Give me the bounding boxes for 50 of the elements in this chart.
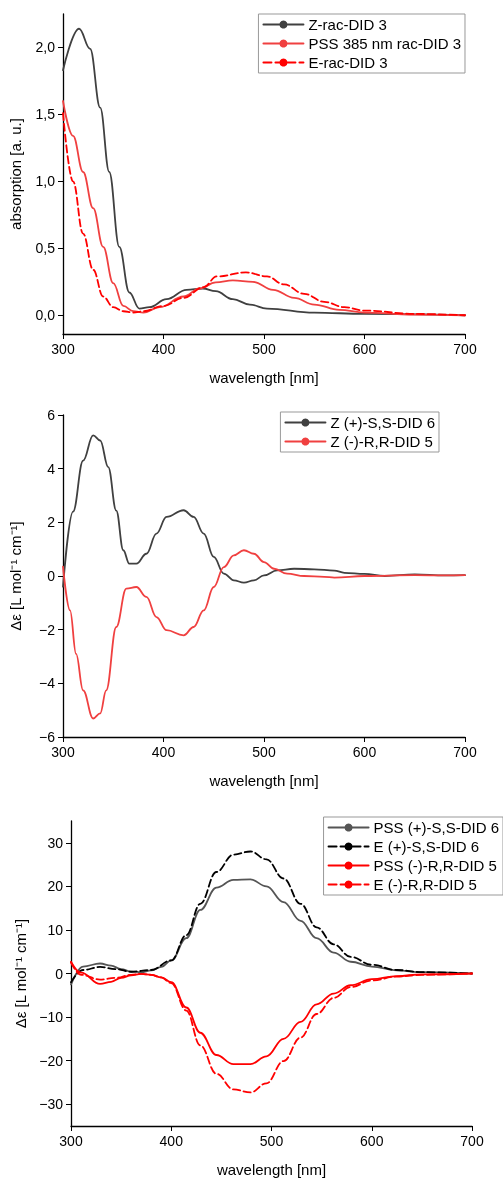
y-tick-label: −4 (39, 675, 56, 692)
y-tick-label: 30 (47, 834, 64, 851)
x-tick-label: 300 (59, 1133, 83, 1149)
y-tick-label: 1,5 (35, 106, 56, 123)
y-tick-label: −6 (39, 729, 56, 745)
x-tick-label: 300 (51, 341, 75, 357)
x-tick-label: 400 (159, 1133, 184, 1149)
legend-label: E (-)-R,R-DID 5 (373, 876, 477, 893)
legend-label: Z (-)-R,R-DID 5 (330, 433, 433, 450)
x-tick-label: 500 (259, 1133, 284, 1149)
y-tick-label: 1,0 (35, 173, 56, 190)
x-axis-title: wavelength [nm] (208, 369, 319, 386)
y-tick-label: −20 (39, 1052, 64, 1069)
x-tick-label: 400 (151, 341, 176, 357)
y-tick-label: −10 (39, 1009, 64, 1026)
y-tick-label: 0,5 (35, 240, 56, 257)
y-tick-label: 2,0 (35, 39, 56, 56)
x-tick-label: 500 (252, 341, 276, 357)
y-axis-title: Δε [L mol⁻¹ cm⁻¹] (7, 521, 24, 631)
x-axis-title: wavelength [nm] (215, 1161, 327, 1178)
x-tick-label: 600 (352, 744, 377, 760)
line-series (62, 549, 466, 720)
y-tick-label: 10 (47, 921, 64, 938)
legend-label: E-rac-DID 3 (308, 54, 388, 71)
legend-label: Z-rac-DID 3 (308, 16, 387, 33)
y-tick-label: 2 (47, 514, 56, 531)
y-tick-label: 0 (47, 568, 56, 584)
y-axis-title: absorption [a. u.] (7, 118, 24, 230)
x-axis-title: wavelength [nm] (208, 772, 319, 789)
y-tick-label: 0 (55, 965, 64, 982)
x-tick-label: 600 (352, 341, 377, 357)
y-tick-label: −30 (39, 1096, 64, 1113)
y-tick-label: 0,0 (35, 307, 56, 324)
x-tick-label: 400 (151, 744, 176, 760)
x-tick-label: 500 (252, 744, 276, 760)
legend-label: Z (+)-S,S-DID 6 (330, 414, 435, 431)
y-tick-label: −2 (39, 621, 56, 638)
y-tick-label: 6 (47, 407, 56, 423)
legend-label: PSS (+)-S,S-DID 6 (373, 819, 500, 836)
x-tick-label: 700 (453, 744, 477, 760)
y-tick-label: 4 (47, 460, 56, 477)
y-tick-label: 20 (47, 878, 64, 895)
y-axis-title: Δε [L mol⁻¹ cm⁻¹] (12, 918, 30, 1029)
x-tick-label: 700 (460, 1133, 484, 1149)
x-tick-label: 300 (51, 744, 75, 760)
x-tick-label: 600 (360, 1133, 384, 1149)
legend-label: PSS 385 nm rac-DID 3 (308, 35, 462, 52)
legend-label: E (+)-S,S-DID 6 (373, 838, 479, 855)
legend-label: PSS (-)-R,R-DID 5 (373, 857, 497, 874)
x-tick-label: 700 (453, 341, 477, 357)
